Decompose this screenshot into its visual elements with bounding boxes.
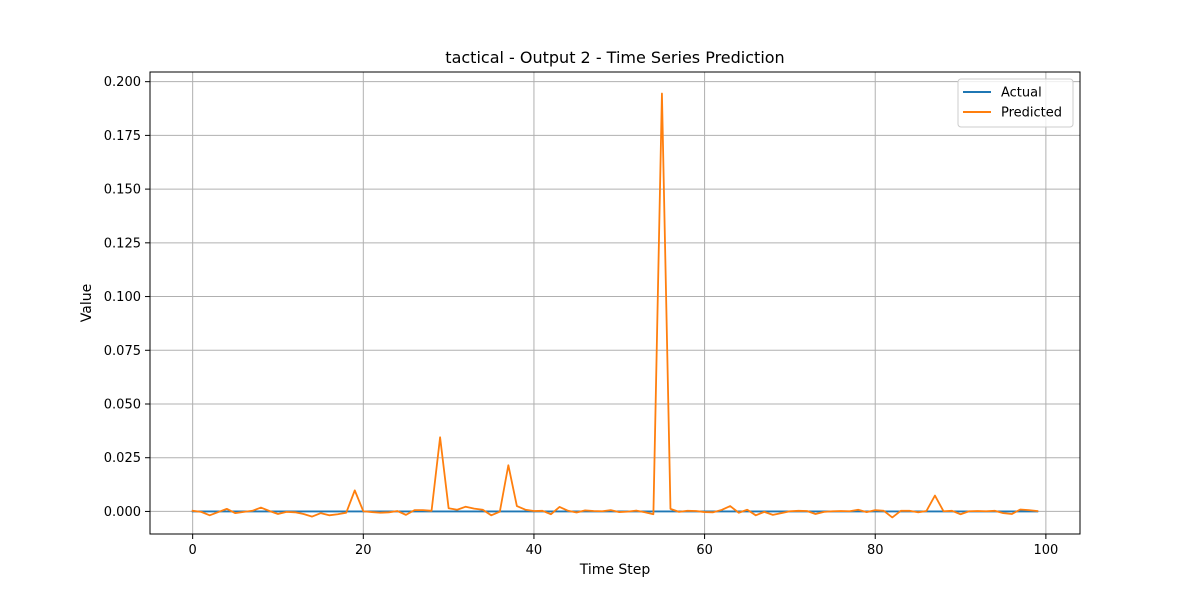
y-tick-label: 0.150 [104,183,141,198]
y-tick-label: 0.100 [104,290,141,305]
grid-lines [150,72,1080,534]
x-tick-label: 40 [526,543,543,558]
series-lines [191,92,1039,519]
legend-label-predicted: Predicted [1001,106,1062,121]
x-tick-label: 80 [867,543,884,558]
y-axis-label: Value [79,284,95,322]
x-tick-label: 60 [696,543,713,558]
y-axis-ticks: 0.000 0.025 0.050 0.075 0.100 0.125 0.150 0.175… [104,75,150,520]
x-tick-label: 100 [1033,543,1058,558]
legend: Actual Predicted [957,78,1074,128]
legend-label-actual: Actual [1001,86,1042,101]
y-tick-label: 0.075 [104,344,141,359]
series-line-predicted [191,92,1039,519]
x-axis-ticks: 0 20 40 60 80 100 [189,534,1058,558]
y-tick-label: 0.000 [104,505,141,520]
y-tick-label: 0.025 [104,451,141,466]
x-tick-label: 0 [189,543,197,558]
x-axis-label: Time Step [579,562,651,578]
plot-frame [149,71,1081,535]
x-tick-label: 20 [355,543,372,558]
y-tick-label: 0.175 [104,129,141,144]
y-tick-label: 0.125 [104,236,141,251]
y-tick-label: 0.050 [104,397,141,412]
chart-title: tactical - Output 2 - Time Series Predic… [445,48,784,67]
y-tick-label: 0.200 [104,75,141,90]
